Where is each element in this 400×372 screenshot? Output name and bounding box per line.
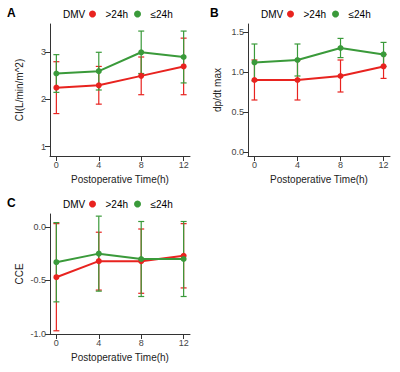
svg-text:-1.0: -1.0 — [30, 329, 46, 339]
svg-text:8: 8 — [338, 160, 343, 170]
svg-text:B: B — [210, 6, 219, 20]
svg-text:8: 8 — [139, 338, 144, 348]
svg-text:3: 3 — [41, 47, 46, 57]
svg-text:0: 0 — [54, 338, 59, 348]
svg-text:>24h: >24h — [106, 9, 129, 20]
svg-text:0: 0 — [54, 160, 59, 170]
svg-text:2: 2 — [41, 94, 46, 104]
svg-text:C: C — [7, 196, 16, 210]
svg-text:4: 4 — [295, 160, 300, 170]
svg-text:Postoperative Time(h): Postoperative Time(h) — [71, 174, 169, 185]
svg-text:≤24h: ≤24h — [349, 9, 371, 20]
svg-text:4: 4 — [96, 338, 101, 348]
svg-text:Postoperative Time(h): Postoperative Time(h) — [71, 352, 169, 363]
svg-text:12: 12 — [179, 160, 189, 170]
svg-text:1.0: 1.0 — [231, 67, 244, 77]
svg-text:DMV: DMV — [63, 199, 86, 210]
svg-text:0: 0 — [252, 160, 257, 170]
svg-text:DMV: DMV — [261, 9, 284, 20]
svg-text:dp/dt max: dp/dt max — [212, 68, 223, 112]
svg-text:≤24h: ≤24h — [151, 9, 173, 20]
svg-text:>24h: >24h — [304, 9, 327, 20]
svg-text:CCE: CCE — [14, 263, 25, 284]
svg-text:>24h: >24h — [106, 199, 129, 210]
svg-text:0.0: 0.0 — [33, 222, 46, 232]
svg-text:12: 12 — [379, 160, 389, 170]
svg-text:A: A — [7, 6, 16, 20]
svg-text:0.5: 0.5 — [231, 107, 244, 117]
svg-text:4: 4 — [96, 160, 101, 170]
svg-text:DMV: DMV — [63, 9, 86, 20]
svg-text:12: 12 — [179, 338, 189, 348]
svg-text:-0.5: -0.5 — [30, 275, 46, 285]
svg-text:1: 1 — [41, 142, 46, 152]
svg-text:CI(L/min/m^2): CI(L/min/m^2) — [14, 59, 25, 121]
svg-text:1.5: 1.5 — [231, 27, 244, 37]
svg-text:0.0: 0.0 — [231, 147, 244, 157]
svg-text:8: 8 — [139, 160, 144, 170]
svg-text:≤24h: ≤24h — [151, 199, 173, 210]
svg-text:Postoperative Time(h): Postoperative Time(h) — [270, 174, 368, 185]
